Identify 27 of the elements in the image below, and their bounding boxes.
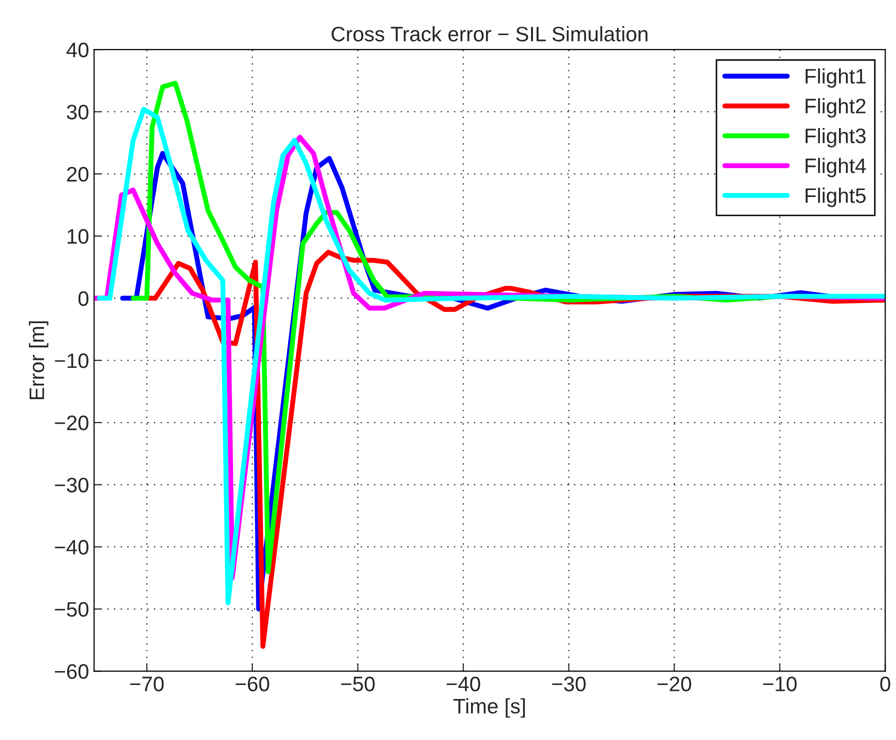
y-tick-label: −40 [54, 540, 88, 555]
x-tick-label: −30 [552, 676, 586, 692]
x-tick-label: −20 [658, 676, 692, 692]
x-tick-label: −50 [341, 676, 375, 692]
x-tick-label: −70 [130, 676, 164, 692]
y-tick-label: 10 [68, 229, 88, 244]
chart-title: Cross Track error − SIL Simulation [332, 26, 648, 42]
y-tick-label: −50 [54, 602, 88, 617]
y-tick-label: −10 [54, 353, 88, 368]
x-tick-label: 0 [880, 676, 890, 692]
legend-label: Flight2 [806, 98, 866, 118]
y-tick-label: 0 [78, 291, 88, 306]
y-tick-label: 40 [66, 42, 88, 58]
y-tick-label: −20 [54, 416, 88, 430]
y-tick-label: −30 [54, 478, 88, 492]
legend-label: Flight5 [806, 188, 866, 208]
legend-label: Flight4 [806, 158, 866, 178]
x-tick-label: −10 [763, 676, 797, 692]
y-tick-label: 30 [66, 104, 88, 120]
x-tick-label: −60 [236, 676, 270, 692]
legend-label: Flight1 [806, 68, 866, 88]
y-axis-title: Error [m] [28, 321, 48, 400]
x-tick-label: −40 [446, 676, 480, 692]
legend-label: Flight3 [806, 128, 866, 148]
y-tick-label: 20 [67, 166, 88, 182]
y-tick-label: −60 [54, 664, 88, 679]
x-axis-title: Time [s] [453, 698, 525, 718]
